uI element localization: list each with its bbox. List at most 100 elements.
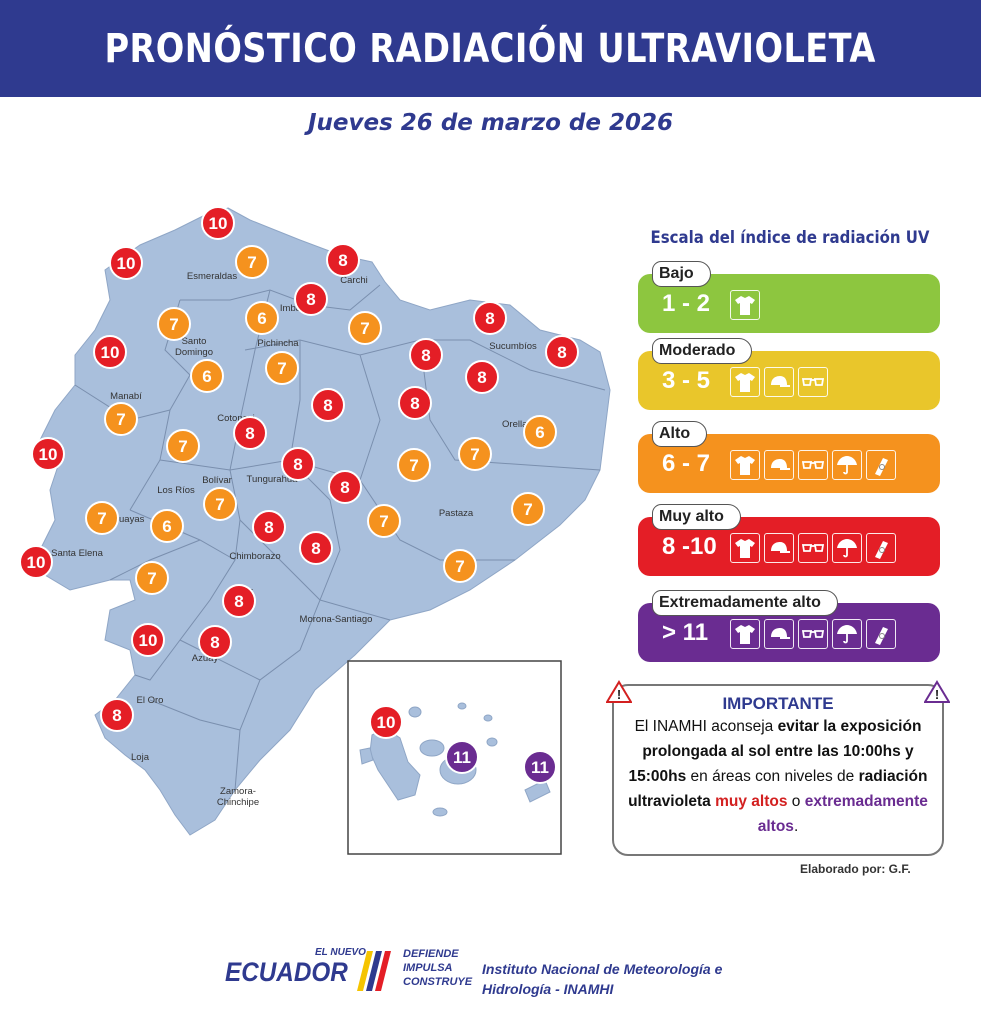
svg-text:!: ! [617, 687, 621, 702]
region-label: Carchi [340, 275, 367, 286]
uv-marker-value: 7 [455, 557, 464, 576]
important-title: IMPORTANTE [722, 694, 834, 713]
uv-marker-circle [104, 402, 138, 436]
uv-marker-value: 8 [210, 633, 219, 652]
svg-text:!: ! [935, 687, 939, 702]
logo-tagline: DEFIENDE [403, 948, 459, 960]
uv-marker: 6 [245, 301, 279, 335]
sunscreen-icon [866, 533, 896, 563]
uv-marker: 8 [252, 510, 286, 544]
umbrella-icon [832, 619, 862, 649]
region-label: Zamora-Chinchipe [217, 786, 259, 808]
uv-marker: 7 [458, 437, 492, 471]
uv-marker-value: 7 [247, 253, 256, 272]
uv-marker-circle [157, 307, 191, 341]
uv-marker-circle [281, 447, 315, 481]
uv-marker: 7 [443, 549, 477, 583]
message-emphasis: radiación ultravioleta [628, 768, 928, 810]
uv-marker-value: 7 [409, 456, 418, 475]
uv-marker-circle [397, 448, 431, 482]
uv-marker-circle [369, 705, 403, 739]
uv-marker: 6 [523, 415, 557, 449]
message-text: . [793, 818, 799, 835]
uv-marker-circle [328, 470, 362, 504]
uv-marker-circle [31, 437, 65, 471]
uv-marker: 8 [198, 625, 232, 659]
uv-marker: 10 [93, 335, 127, 369]
uv-marker-value: 6 [257, 309, 266, 328]
uv-marker-value: 8 [338, 251, 347, 270]
uv-marker-circle [523, 750, 557, 784]
cap-icon [764, 619, 794, 649]
region-label: Esmeraldas [187, 271, 237, 282]
warning-icon: ! [924, 680, 950, 703]
sunglasses-icon [798, 533, 828, 563]
uv-marker-value: 8 [477, 368, 486, 387]
cap-icon [764, 450, 794, 480]
uv-marker-circle [150, 509, 184, 543]
institute-line: Hidrología - INAMHI [482, 981, 614, 997]
region-label: Tungurahua [247, 474, 299, 485]
institute-name: Instituto Nacional de Meteorología e Hid… [482, 959, 722, 999]
uv-marker: 7 [104, 402, 138, 436]
uv-marker-circle [235, 245, 269, 279]
institute-line: Instituto Nacional de Meteorología e [482, 961, 723, 977]
cap-icon [764, 367, 794, 397]
region-label: Chimborazo [229, 551, 280, 562]
uv-marker-circle [398, 386, 432, 420]
region-label: Cotopaxi [217, 413, 255, 424]
uv-marker: 8 [545, 335, 579, 369]
uv-marker-value: 7 [360, 319, 369, 338]
cap-icon [764, 533, 794, 563]
uv-marker-circle [198, 625, 232, 659]
uv-marker: 7 [85, 501, 119, 535]
uv-marker: 7 [203, 487, 237, 521]
scale-title: Escala del índice de radiación UV [650, 228, 930, 248]
uv-marker: 7 [157, 307, 191, 341]
uv-marker-value: 8 [234, 592, 243, 611]
uv-marker-value: 10 [101, 343, 120, 362]
uv-marker-value: 7 [215, 495, 224, 514]
uv-level-range: 3 - 5 [662, 367, 711, 394]
important-notice: ! ! IMPORTANTE El INAMHI aconseja evitar… [606, 680, 950, 856]
uv-marker-value: 7 [147, 569, 156, 588]
uv-marker-circle [523, 415, 557, 449]
uv-marker-circle [311, 388, 345, 422]
sunglasses-icon [798, 367, 828, 397]
uv-marker: 7 [235, 245, 269, 279]
region-label: Sucumbíos [489, 341, 537, 352]
uv-marker-value: 8 [485, 309, 494, 328]
uv-marker: 7 [348, 311, 382, 345]
uv-marker: 10 [19, 545, 53, 579]
message-text: El INAMHI aconseja [634, 718, 778, 735]
uv-marker-value: 7 [178, 437, 187, 456]
uv-marker-value: 7 [379, 512, 388, 531]
uv-level-bajo: Bajo 1 - 2 [638, 261, 940, 333]
uv-marker-circle [190, 359, 224, 393]
uv-marker: 11 [445, 740, 479, 774]
credit: Elaborado por: G.F. [800, 862, 911, 876]
region-label: Morona-Santiago [300, 614, 373, 625]
nuevo-ecuador-logo: EL NUEVO ECUADOR DEFIENDE IMPULSA CONSTR… [225, 945, 475, 995]
region-label: Manabí [110, 391, 142, 402]
very-high-text: muy altos [715, 793, 788, 810]
uv-marker-value: 8 [421, 346, 430, 365]
uv-marker-value: 7 [97, 509, 106, 528]
forecast-date: Jueves 26 de marzo de 2026 [307, 110, 673, 136]
uv-marker: 7 [397, 448, 431, 482]
important-message: El INAMHI aconseja evitar la exposición … [614, 714, 942, 839]
uv-marker-value: 10 [209, 214, 228, 233]
logo-stripes [357, 951, 391, 991]
uv-marker: 6 [190, 359, 224, 393]
uv-level-extremadamente-alto: Extremadamente alto > 11 [638, 590, 940, 662]
uv-marker: 7 [265, 351, 299, 385]
uv-marker: 6 [150, 509, 184, 543]
sunglasses-icon [798, 619, 828, 649]
logo-tagline: IMPULSA [403, 962, 453, 974]
uv-level-range: 1 - 2 [662, 290, 711, 317]
page-title: PRONÓSTICO RADIACIÓN ULTRAVIOLETA [104, 25, 877, 72]
uv-marker-circle [465, 360, 499, 394]
uv-marker-circle [473, 301, 507, 335]
uv-marker-circle [222, 584, 256, 618]
uv-marker: 8 [328, 470, 362, 504]
